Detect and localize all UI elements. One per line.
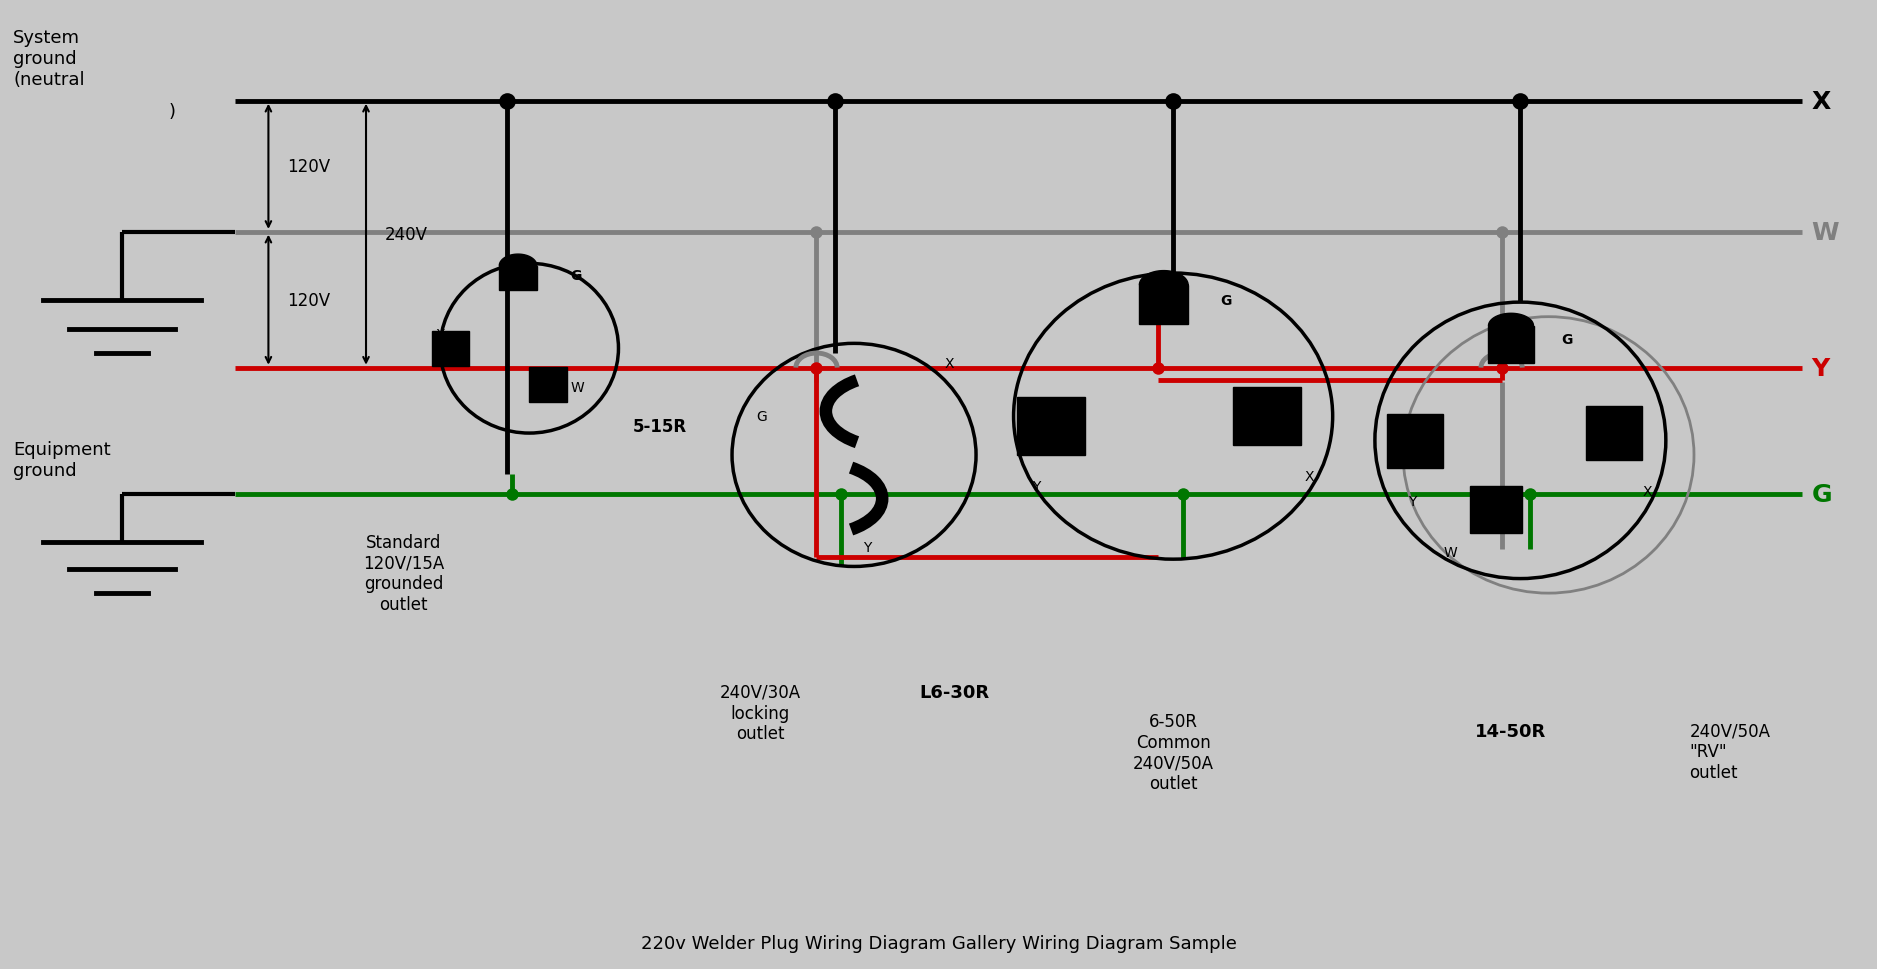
Text: X: X [1642,484,1652,498]
Bar [499,266,537,291]
Text: Y: Y [1408,494,1415,508]
Text: Y: Y [1032,480,1040,493]
Text: 240V: 240V [385,226,428,244]
Bar [529,367,567,402]
Text: X: X [1811,90,1830,113]
Bar [1387,415,1443,468]
Text: System
ground
(neutral: System ground (neutral [13,29,84,88]
Bar [1488,327,1534,363]
Bar [432,331,469,366]
Text: G: G [756,410,768,423]
Text: Y: Y [863,541,871,554]
Text: ): ) [169,103,176,120]
Text: X: X [1305,470,1314,484]
Bar [1017,397,1085,455]
Text: Y: Y [1811,357,1830,380]
Text: 240V/30A
locking
outlet: 240V/30A locking outlet [719,683,801,742]
Bar [1233,388,1301,446]
Text: X: X [435,328,445,341]
Text: 5-15R: 5-15R [633,418,687,435]
Text: Equipment
ground: Equipment ground [13,441,111,480]
Text: G: G [1220,294,1231,307]
Text: 120V: 120V [287,292,330,309]
Text: X: X [944,357,954,370]
Bar [1470,486,1522,533]
Bar [1586,407,1642,460]
Text: Standard
120V/15A
grounded
outlet: Standard 120V/15A grounded outlet [362,533,445,613]
Text: W: W [1811,221,1839,244]
Polygon shape [1488,314,1534,327]
Text: L6-30R: L6-30R [920,683,989,702]
Text: 14-50R: 14-50R [1475,722,1547,740]
Polygon shape [499,255,537,266]
Text: 120V: 120V [287,158,330,176]
Bar [1139,286,1188,325]
Text: G: G [1562,333,1573,347]
Text: W: W [571,381,584,394]
Text: 6-50R
Common
240V/50A
outlet: 6-50R Common 240V/50A outlet [1132,712,1214,793]
Polygon shape [1139,271,1188,286]
Text: W: W [1443,546,1457,559]
Text: 240V/50A
"RV"
outlet: 240V/50A "RV" outlet [1689,722,1770,781]
Text: 220v Welder Plug Wiring Diagram Gallery Wiring Diagram Sample: 220v Welder Plug Wiring Diagram Gallery … [640,933,1237,952]
Text: G: G [1811,483,1832,506]
Text: G: G [571,269,582,283]
